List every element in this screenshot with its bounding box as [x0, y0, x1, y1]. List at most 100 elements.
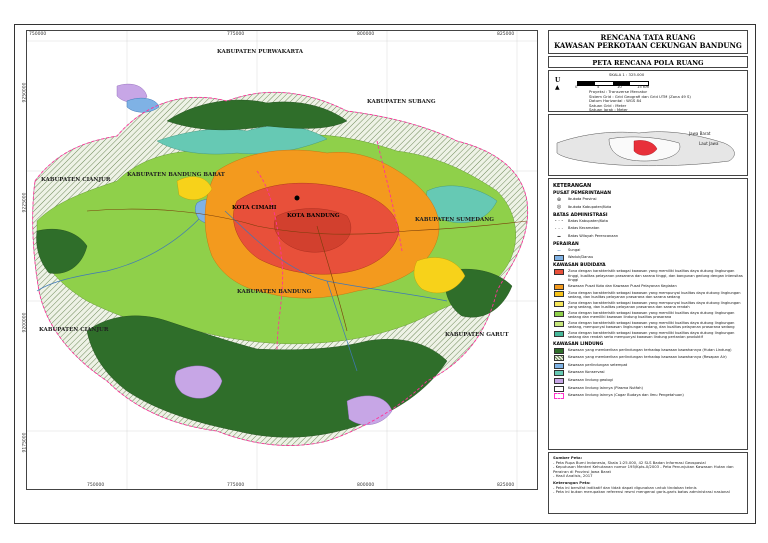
urban-low-zone[interactable] [413, 257, 466, 294]
budidaya-item: Zona dengan karakteristik sebagai kawasa… [554, 331, 744, 339]
lindung-item-text: Kawasan lindung lainnya (Cagar Budaya da… [568, 393, 684, 398]
inset-map-svg: Jawa Barat Laut Jawa [549, 115, 747, 175]
line-dash-icon: - · - [554, 218, 564, 225]
legend-item-batas-kab: - · - Batas Kabupaten/Kota [554, 218, 608, 225]
hutan-lindung-west[interactable] [36, 228, 88, 274]
legend-item-sungai: ∼ Sungai [554, 248, 744, 254]
projection-info: Proyeksi : Transverse Mercator Sistem Gr… [589, 89, 691, 113]
sumber-line: - Hasil Analisis, 2017 [553, 473, 593, 479]
coord-left-3: 9200000 [22, 312, 28, 333]
label-purwakarta: KABUPATEN PURWAKARTA [217, 49, 304, 55]
lindung-swatch-icon [554, 393, 564, 400]
coord-left-2: 9225000 [22, 192, 28, 213]
scale-tick-3: 15 Km [637, 84, 650, 89]
sumber-line: - Keputusan Menteri Kehutanan nomor 195/… [553, 464, 734, 470]
map-title-line1: RENCANA TATA RUANG [600, 33, 696, 42]
admin-borders [32, 91, 529, 446]
land-use-map[interactable]: KABUPATEN PURWAKARTA KABUPATEN SUBANG KA… [27, 31, 537, 489]
line-dot-icon: · · · [555, 226, 563, 233]
lindung-item-text: Kawasan lindung lainnya (Plasma Nutfah) [568, 385, 643, 390]
scale-tick-2: 10 [617, 84, 622, 89]
scale-tick-1: 5 [597, 84, 600, 89]
map-subtitle: PETA RENCANA POLA RUANG [592, 59, 704, 67]
lindung-item-text: Kawasan yang memberikan perlindungan ter… [568, 355, 727, 360]
capital-star-icon: ⊛ [556, 196, 562, 203]
legend-item-waduk: Waduk/Danau [554, 255, 744, 262]
scale-block: U ▲ SKALA 1 : 325.000 0 5 10 15 Km Proyek… [548, 70, 748, 112]
legend-item-ibukota-provinsi: ⊛ Ibukota Provinsi [554, 197, 744, 203]
lindung-swatch-icon [554, 362, 564, 369]
budidaya-item-text: Zona dengan karakteristik sebagai kawasa… [568, 291, 741, 300]
lindung-geologi-1[interactable] [174, 365, 223, 399]
urban-low-zone-west[interactable] [176, 176, 213, 200]
coord-bottom-3: 800000 [357, 483, 375, 488]
budidaya-item: Zona dengan karakteristik sebagai kawasa… [554, 291, 744, 299]
legend-panel: RENCANA TATA RUANG KAWASAN PERKOTAAN CEK… [548, 30, 748, 518]
river-icon: ∼ [556, 247, 562, 254]
keterangan-title: KETERANGAN [553, 183, 592, 189]
capital-marker[interactable] [294, 195, 300, 201]
lindung-title: KAWASAN LINDUNG [553, 341, 604, 347]
coord-left-1: 9250000 [22, 82, 28, 103]
label-cianjur-north: KABUPATEN CIANJUR [41, 177, 111, 183]
budidaya-swatch-icon [554, 331, 564, 338]
label-kab-bandung: KABUPATEN BANDUNG [237, 289, 312, 295]
legend-item-batas-wil: ━ Batas Wilayah Perencanaan [554, 234, 744, 240]
lindung-swatch-icon [554, 370, 564, 377]
coord-top-4: 825000 [497, 32, 515, 37]
lindung-swatch-icon [554, 347, 564, 354]
batas-title: BATAS ADMINISTRASI [553, 212, 608, 218]
hutan-lindung-east[interactable] [444, 268, 513, 318]
lindung-geologi-3[interactable] [116, 83, 148, 103]
perairan-title: PERAIRAN [553, 241, 579, 247]
subtitle-block: PETA RENCANA POLA RUANG [548, 56, 748, 68]
sumber-title: Sumber Peta: [553, 455, 583, 460]
lindung-item: Kawasan lindung lainnya (Cagar Budaya da… [554, 393, 744, 400]
budidaya-item: Zona dengan karakteristik sebagai kawasa… [554, 269, 744, 282]
lindung-item: Kawasan lindung geologi [554, 377, 744, 384]
title-block: RENCANA TATA RUANG KAWASAN PERKOTAAN CEK… [548, 30, 748, 54]
rivers [36, 210, 448, 372]
coord-bottom-4: 825000 [497, 483, 515, 488]
line-thick-icon: ━ [557, 233, 561, 240]
hutan-lindung-north[interactable] [166, 99, 348, 131]
budidaya-swatch-icon [554, 321, 564, 328]
label-bandung-barat: KABUPATEN BANDUNG BARAT [127, 172, 226, 178]
lindung-item-text: Kawasan yang memberikan perlindungan ter… [568, 347, 732, 352]
lindung-item: Kawasan perlindungan setempat [554, 362, 744, 369]
coord-top-1: 750000 [29, 32, 47, 37]
legend-body: KETERANGAN PUSAT PEMERINTAHAN ⊛ Ibukota P… [548, 178, 748, 450]
north-arrow-icon: U ▲ [555, 77, 561, 91]
budidaya-title: KAWASAN BUDIDAYA [553, 263, 606, 269]
budidaya-item-text: Zona dengan karakteristik sebagai kawasa… [568, 311, 735, 320]
budidaya-item-text: Zona dengan karakteristik sebagai kawasa… [568, 301, 741, 310]
budidaya-swatch-icon [554, 301, 564, 308]
budidaya-item: Kawasan Pusat Kota dan Kawasan Pusat Pel… [554, 283, 744, 290]
budidaya-item-text: Zona dengan karakteristik sebagai kawasa… [568, 331, 735, 340]
lindung-item-text: Kawasan lindung geologi [568, 377, 613, 382]
lindung-geologi-2[interactable] [346, 395, 393, 426]
sumber-line: Perairan di Provinsi Jawa Barat [553, 468, 611, 474]
budidaya-item: Zona dengan karakteristik sebagai kawasa… [554, 311, 744, 319]
inset-label-laut: Laut Jawa [699, 141, 719, 146]
label-kota-bandung: KOTA BANDUNG [287, 213, 340, 219]
budidaya-swatch-icon [554, 269, 564, 276]
budidaya-item-text: Zona dengan karakteristik sebagai kawasa… [568, 269, 743, 282]
lindung-item-text: Kawasan perlindungan setempat [568, 362, 628, 367]
lindung-swatch-icon [554, 355, 564, 362]
legend-item-batas-kec: · · · Batas Kecamatan [555, 226, 600, 233]
roads [86, 208, 528, 332]
label-cianjur-south: KABUPATEN CIANJUR [39, 327, 109, 333]
map-panel[interactable]: KABUPATEN PURWAKARTA KABUPATEN SUBANG KA… [26, 30, 538, 490]
urban-core[interactable] [274, 208, 352, 253]
coord-top-3: 800000 [357, 32, 375, 37]
waduk-cirata[interactable] [126, 97, 160, 113]
label-garut: KABUPATEN GARUT [445, 332, 510, 338]
lindung-swatch-icon [554, 385, 564, 392]
budidaya-item-text: Kawasan Pusat Kota dan Kawasan Pusat Pel… [568, 283, 677, 288]
lake-icon [554, 255, 564, 262]
label-subang: KABUPATEN SUBANG [367, 99, 436, 105]
ket-line: - Peta ini bersifat indikatif dan tidak … [553, 484, 697, 490]
budidaya-item-text: Zona dengan karakteristik sebagai kawasa… [568, 321, 735, 330]
budidaya-swatch-icon [554, 283, 564, 290]
